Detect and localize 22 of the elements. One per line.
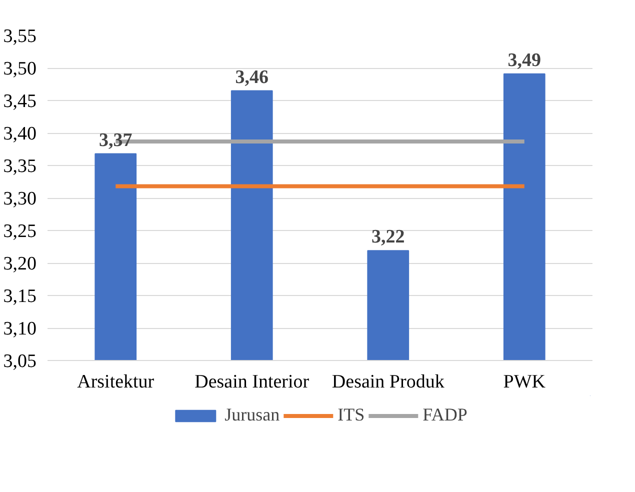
y-tick-label: 3,05 [3, 351, 36, 372]
y-tick-label: 3,45 [3, 91, 36, 112]
y-tick-label: 3,35 [3, 156, 36, 177]
y-tick-label: 3,55 [3, 26, 36, 47]
x-tick-label: Desain Produk [332, 372, 445, 392]
data-label: 3,49 [508, 50, 541, 71]
data-label: 3,22 [372, 226, 405, 248]
y-tick-label: 3,15 [3, 286, 36, 307]
y-tick-label: 3,20 [3, 254, 36, 274]
y-tick-label: 3,50 [3, 58, 36, 80]
legend-label: Jurusan [224, 404, 280, 426]
y-tick-label: 3,25 [3, 221, 36, 242]
x-tick-label: Desain Interior [194, 372, 310, 392]
y-tick-label: 3,10 [3, 318, 36, 340]
x-tick-label: PWK [503, 372, 546, 392]
legend-label: ITS [338, 404, 365, 426]
data-label: 3,46 [235, 66, 268, 88]
legend-label: FADP [422, 404, 468, 426]
x-tick-label: Arsitektur [77, 372, 155, 392]
y-tick-label: 3,30 [3, 188, 36, 210]
y-tick-label: 3,40 [3, 124, 36, 144]
data-label: 3,37 [99, 130, 133, 151]
